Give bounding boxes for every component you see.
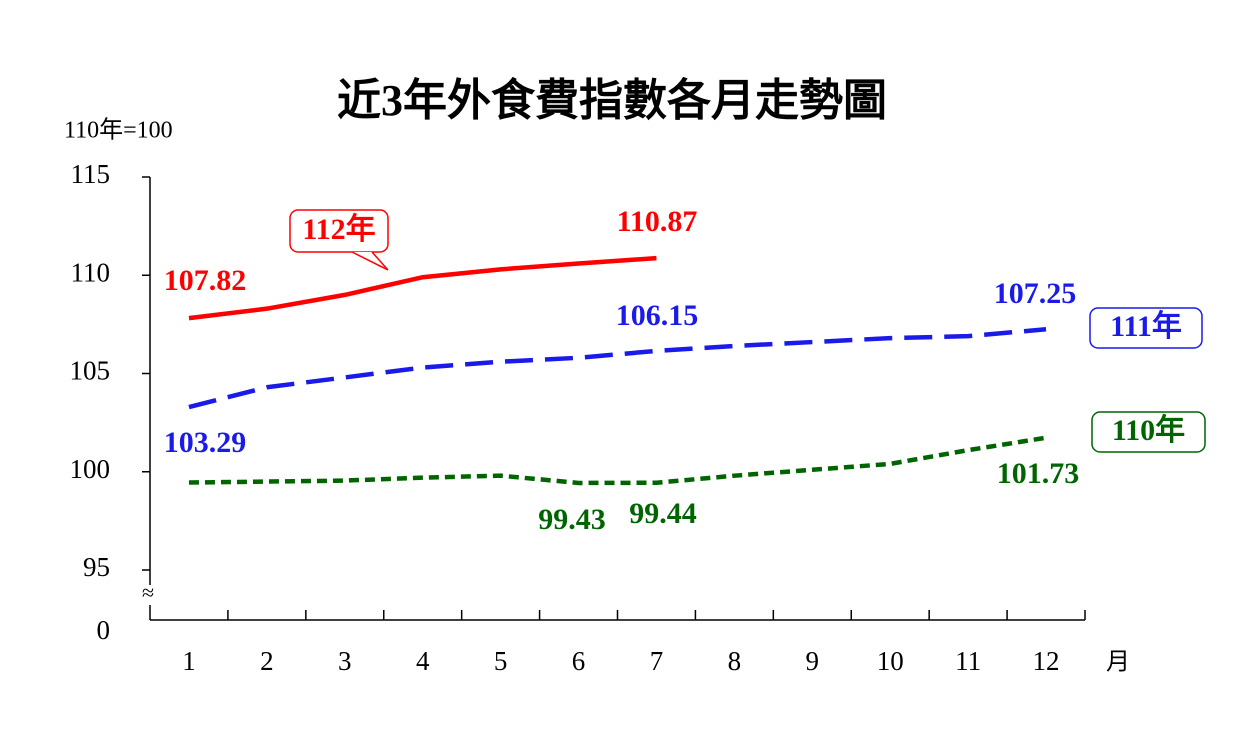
y-tick-label: 105 <box>70 356 111 386</box>
x-tick-label: 12 <box>1033 646 1060 676</box>
legend-box <box>289 209 389 253</box>
y-tick-label: 115 <box>71 159 111 189</box>
x-tick-label: 9 <box>806 646 820 676</box>
data-label: 107.25 <box>994 277 1077 310</box>
x-tick-label: 3 <box>338 646 352 676</box>
y-tick-label: 110 <box>71 257 111 287</box>
y-tick-label: 95 <box>83 552 110 582</box>
x-tick-label: 7 <box>650 646 664 676</box>
x-tick-label: 2 <box>260 646 274 676</box>
legend-label: 110年 <box>1112 414 1185 447</box>
y-unit-label: 110年=100 <box>64 117 173 144</box>
series-line <box>188 327 1047 410</box>
x-tick-label: 6 <box>572 646 586 676</box>
legend-pointer <box>351 251 389 271</box>
data-label: 99.43 <box>538 503 606 536</box>
data-label: 110.87 <box>617 205 698 238</box>
axis-break: ≈ <box>142 580 154 605</box>
series-line <box>188 255 657 321</box>
data-label: 99.44 <box>629 497 697 530</box>
data-label: 101.73 <box>997 457 1080 490</box>
y-tick-label: 100 <box>70 454 111 484</box>
data-label: 106.15 <box>616 299 699 332</box>
x-tick-label: 8 <box>728 646 742 676</box>
x-tick-label: 5 <box>494 646 508 676</box>
legend-label: 111年 <box>1110 310 1182 343</box>
chart-title: 近3年外食費指數各月走勢圖 <box>337 76 887 125</box>
x-tick-label: 10 <box>877 646 904 676</box>
x-tick-label: 11 <box>955 646 981 676</box>
legend-box <box>1089 307 1203 349</box>
x-unit-label: 月 <box>1106 650 1130 676</box>
series-line <box>188 435 1047 486</box>
x-tick-label: 1 <box>182 646 196 676</box>
legend-box <box>1091 411 1206 453</box>
data-label: 103.29 <box>164 426 247 459</box>
y-floor-label: 0 <box>97 615 111 645</box>
x-tick-label: 4 <box>416 646 430 676</box>
legend-label: 112年 <box>302 213 375 246</box>
data-label: 107.82 <box>164 264 247 297</box>
